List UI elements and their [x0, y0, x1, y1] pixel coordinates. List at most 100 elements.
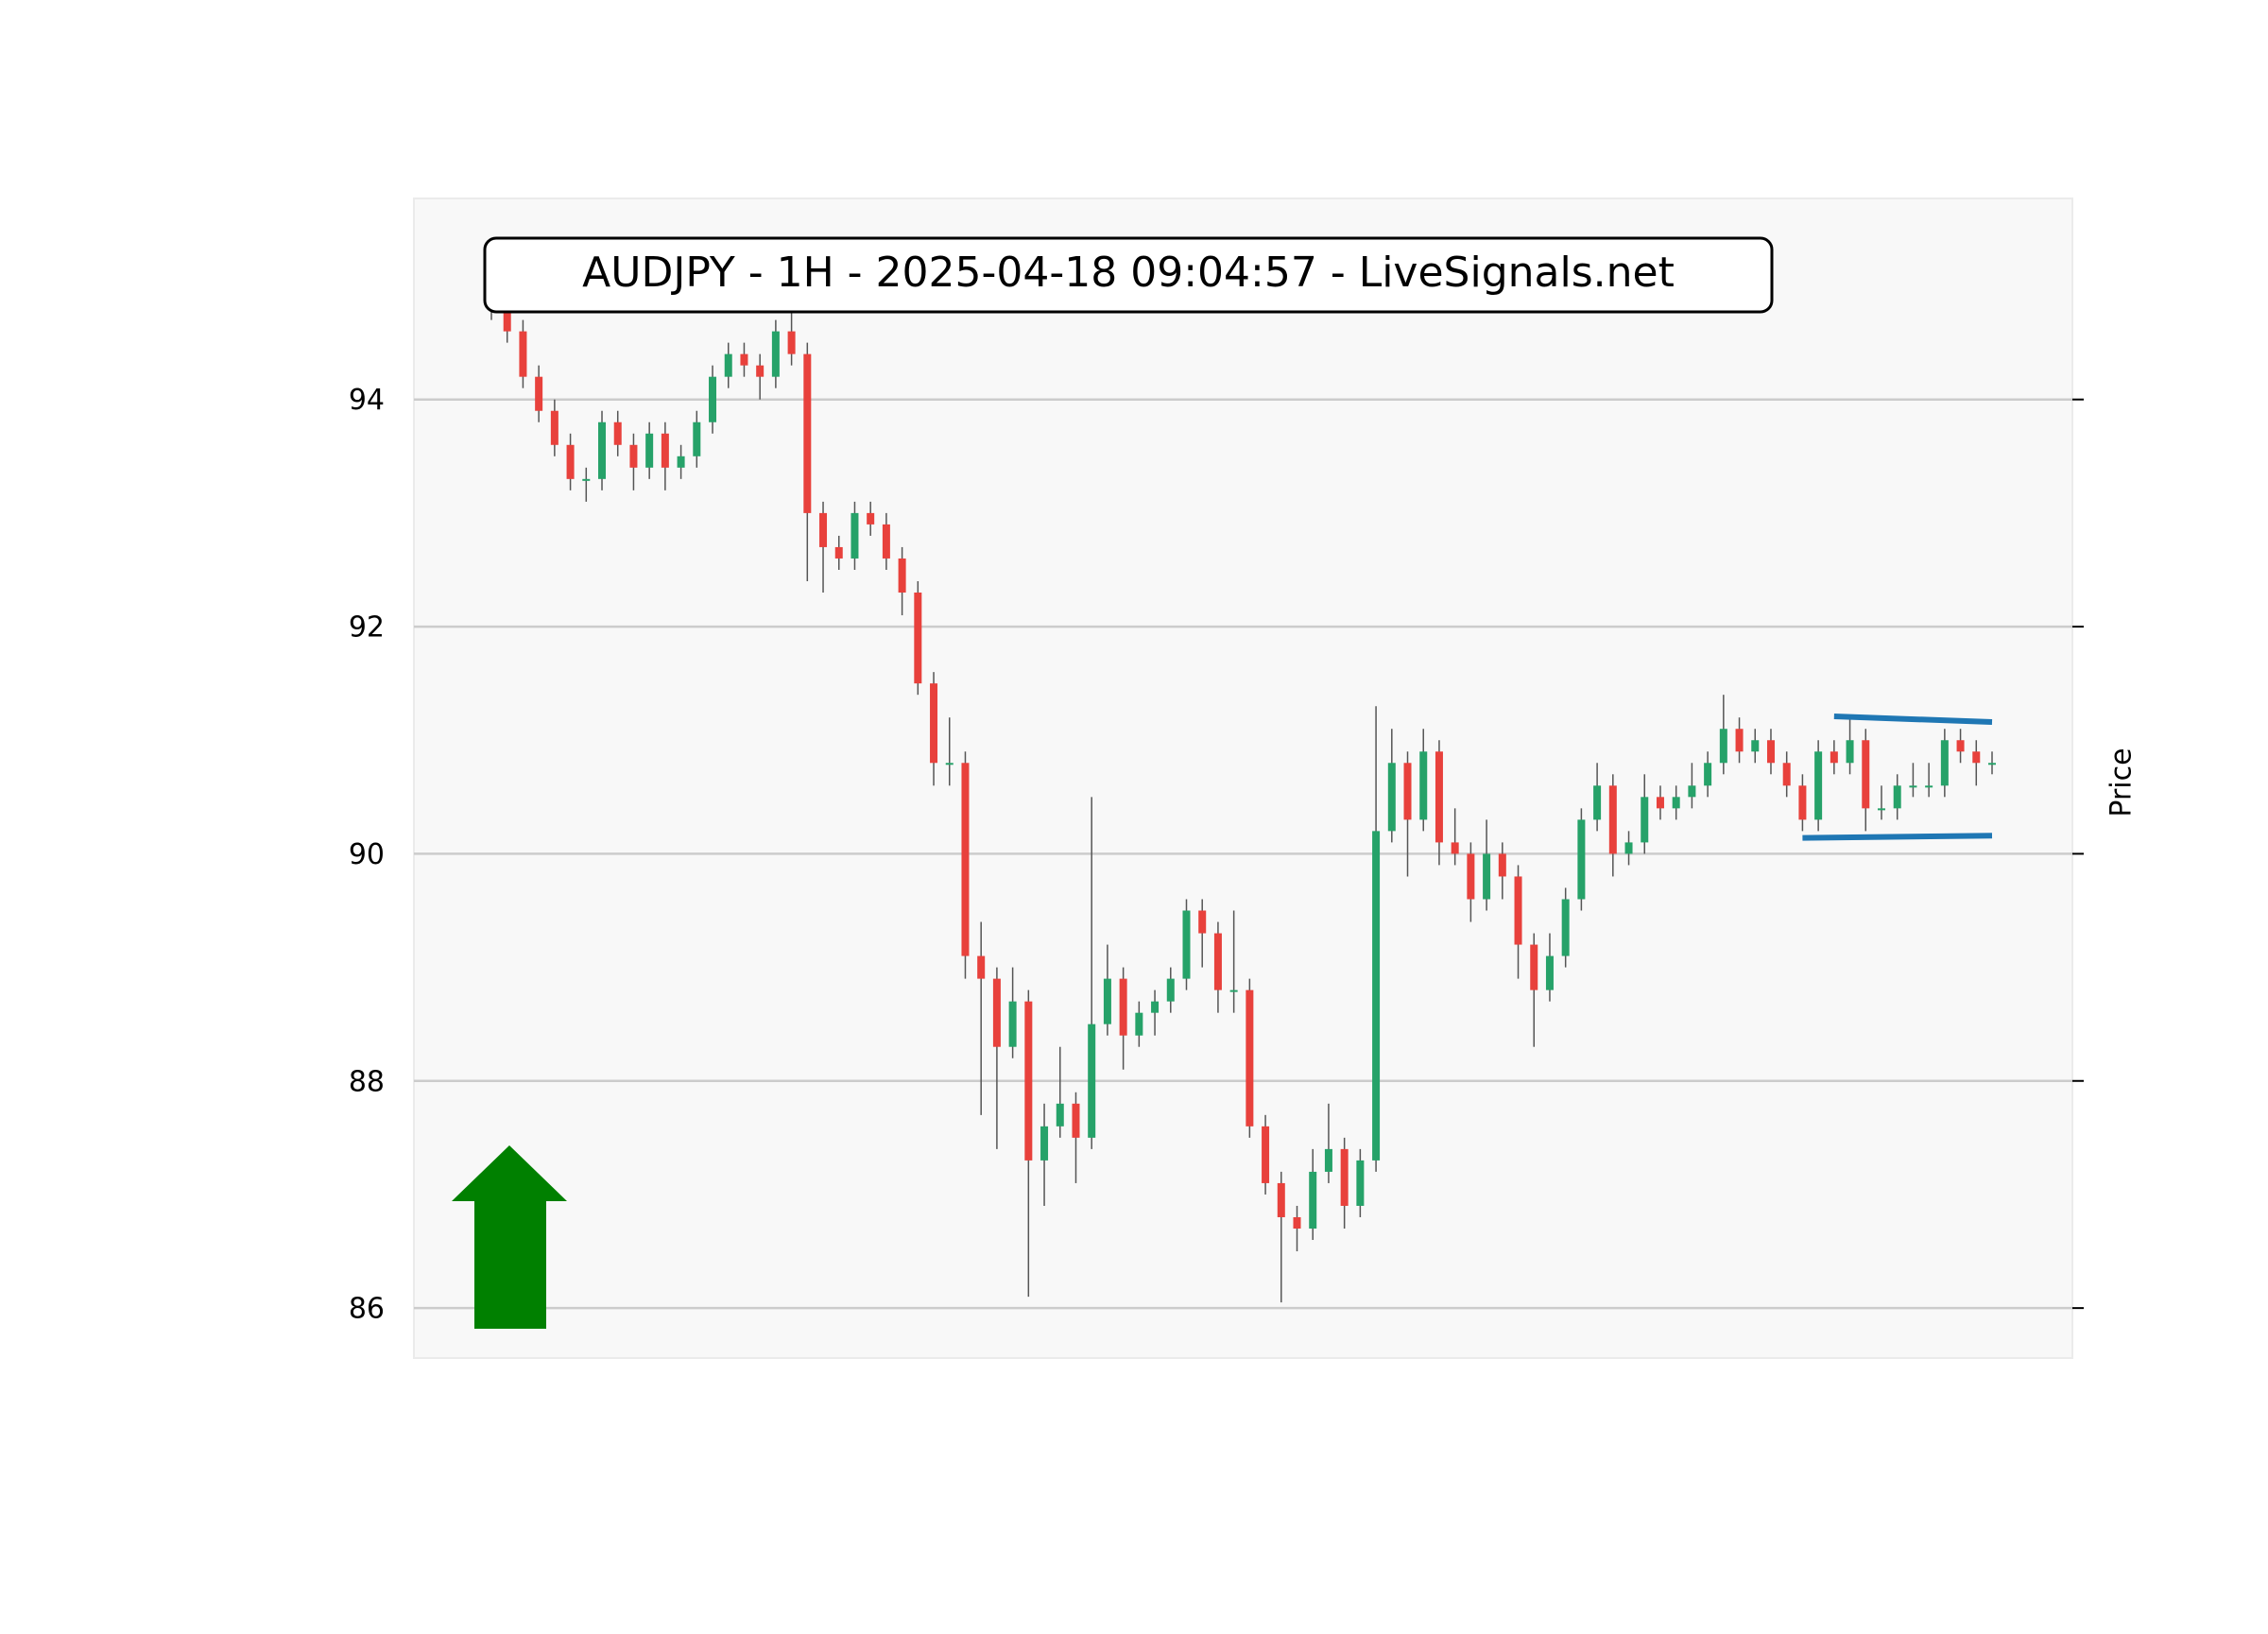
channel-line — [1833, 714, 1993, 726]
candle-body — [503, 297, 511, 332]
candle-body — [1798, 785, 1807, 820]
candle-body — [771, 331, 780, 377]
candle-body — [930, 683, 938, 764]
candle-body — [1893, 785, 1901, 809]
candle-body — [882, 524, 890, 559]
candle-body — [1467, 853, 1475, 900]
candle-body — [1577, 819, 1586, 900]
candle-body — [1229, 989, 1238, 992]
candle-body — [677, 456, 685, 468]
candle-body — [724, 353, 732, 377]
candle-body — [1656, 797, 1664, 809]
candle-body — [1624, 842, 1633, 854]
candles — [488, 285, 1996, 1303]
candle-body — [519, 331, 527, 377]
candle-body — [1498, 853, 1506, 877]
candle-body — [850, 512, 859, 559]
candle-body — [1056, 1103, 1064, 1127]
candle-body — [1008, 1001, 1017, 1047]
candle-body — [1403, 763, 1412, 820]
candle-body — [1545, 955, 1554, 990]
candle-body — [1593, 785, 1602, 820]
candle-body — [787, 331, 796, 354]
y-axis-label: Price — [2105, 748, 2139, 817]
candle-body — [1925, 785, 1933, 788]
candle-body — [1072, 1103, 1080, 1138]
candle-body — [1088, 1023, 1096, 1138]
candle-body — [1166, 978, 1175, 1002]
candle-body — [1530, 944, 1538, 990]
candle-body — [693, 421, 701, 456]
candle-body — [1277, 1182, 1285, 1217]
candle-body — [1641, 797, 1649, 843]
candle-body — [598, 421, 607, 479]
candle-body — [1483, 853, 1491, 900]
candle-body — [550, 410, 558, 445]
candle-body — [566, 444, 575, 479]
candle-body — [756, 365, 765, 377]
candle-body — [1972, 751, 1981, 764]
candle-body — [1688, 785, 1696, 798]
candle-body — [629, 444, 638, 468]
candle-body — [1356, 1160, 1365, 1206]
candle-body — [1940, 740, 1949, 786]
overlay — [1802, 714, 1993, 841]
candle-body — [1309, 1171, 1317, 1229]
candle-body — [1103, 978, 1111, 1024]
candle-body — [740, 353, 748, 366]
candle-body — [535, 376, 543, 411]
candle-body — [1135, 1012, 1143, 1036]
candle-body — [1608, 785, 1617, 854]
candle-body — [803, 353, 812, 513]
candle-body — [1293, 1216, 1301, 1229]
channel-line — [1802, 833, 1993, 841]
chart-title: AUDJPY - 1H - 2025-04-18 09:04:57 - Live… — [582, 249, 1675, 297]
candle-body — [582, 478, 591, 481]
candle-body — [977, 955, 986, 979]
candle-body — [1877, 808, 1885, 811]
candle-body — [1119, 978, 1127, 1036]
candle-body — [1782, 763, 1791, 786]
candle-body — [1719, 729, 1727, 764]
candle-body — [1262, 1126, 1270, 1183]
candle-body — [819, 512, 828, 547]
candle-body — [1846, 740, 1854, 764]
candle-body — [1956, 740, 1965, 752]
candle-body — [613, 421, 622, 445]
candle-body — [1040, 1126, 1049, 1161]
signal-arrow — [452, 1145, 567, 1329]
candle-body — [945, 763, 954, 765]
candle-body — [1751, 740, 1760, 752]
candle-body — [1735, 729, 1744, 752]
candle-body — [1198, 910, 1207, 934]
candle-body — [661, 433, 669, 468]
title-box — [483, 236, 1774, 314]
candle-body — [1561, 899, 1570, 956]
candle-body — [1814, 751, 1823, 820]
candle-body — [1419, 751, 1428, 820]
plot-area — [413, 198, 2073, 1359]
candle-body — [1704, 763, 1712, 786]
candle-body — [1451, 842, 1459, 854]
candle-body — [1372, 831, 1381, 1161]
candle-body — [1766, 740, 1775, 764]
y-tick-label: 94 — [349, 384, 385, 417]
candle-body — [898, 558, 906, 593]
candle-body — [1988, 763, 1996, 765]
y-tick-label: 90 — [349, 838, 385, 871]
candle-body — [1830, 751, 1838, 764]
candle-body — [1435, 751, 1443, 843]
candle-body — [1182, 910, 1191, 979]
candle-body — [867, 512, 875, 525]
candle-body — [992, 978, 1001, 1047]
candle-body — [1151, 1001, 1160, 1013]
candle-body — [1514, 876, 1522, 945]
candle-body — [709, 376, 717, 422]
candle-body — [1387, 763, 1396, 832]
candle-body — [914, 593, 922, 684]
candle-body — [1909, 785, 1917, 788]
candle-body — [645, 433, 654, 468]
candle-body — [1246, 989, 1254, 1127]
